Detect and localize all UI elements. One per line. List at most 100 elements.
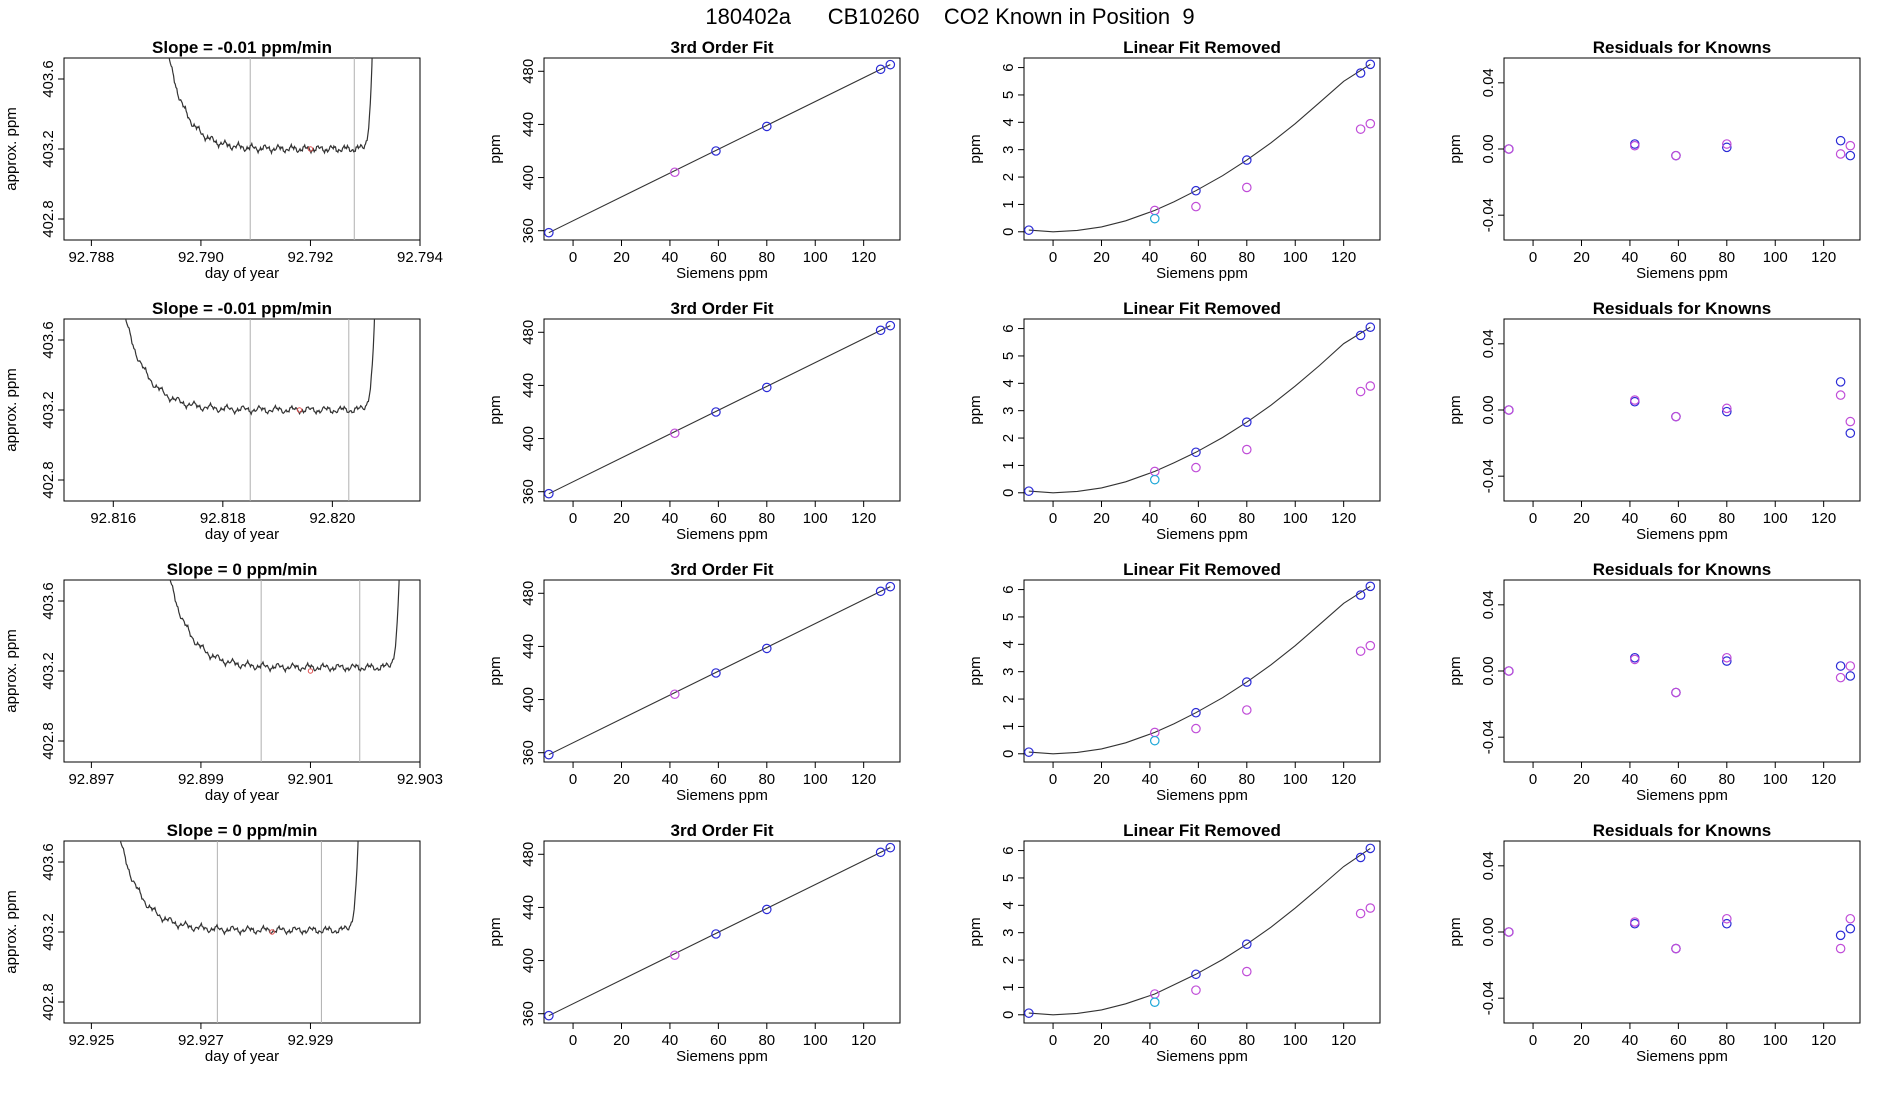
data-point-blue — [711, 146, 721, 156]
y-axis-label: ppm — [487, 656, 504, 685]
x-tick-label: 60 — [1190, 249, 1207, 266]
x-axis-label: day of year — [205, 787, 279, 804]
data-point-blue — [1191, 185, 1201, 196]
y-axis: -0.04 0.00 0.04 — [1480, 590, 1504, 754]
x-tick-label: 0 — [569, 510, 577, 527]
fit-curve — [1028, 326, 1371, 494]
panel-title: Slope = 0 ppm/min — [167, 821, 318, 840]
x-axis: 0 20 40 60 80 100 120 — [569, 501, 876, 527]
data-point-violet — [1845, 140, 1856, 151]
y-axis: 360 400 440 480 — [520, 59, 544, 243]
y-tick-label: 480 — [520, 581, 537, 606]
x-axis-label: Siemens ppm — [1636, 265, 1728, 282]
x-axis: 0 20 40 60 80 100 120 — [1529, 501, 1836, 527]
y-tick-label: 1 — [1000, 200, 1017, 208]
y-axis: 360 400 440 480 — [520, 842, 544, 1026]
x-tick-label: 92.927 — [178, 1032, 224, 1049]
data-point-blue — [1355, 852, 1366, 863]
x-tick-label: 92.820 — [309, 510, 355, 527]
data-point-violet — [1242, 444, 1252, 455]
y-tick-label: 2 — [1000, 956, 1017, 964]
x-axis: 0 20 40 60 80 100 120 — [1529, 1023, 1836, 1049]
plot-area — [169, 580, 400, 762]
x-axis-label: Siemens ppm — [1636, 787, 1728, 804]
y-tick-label: -0.04 — [1480, 720, 1497, 754]
data-point-violet — [1845, 416, 1856, 427]
plot-frame — [1023, 318, 1381, 502]
y-axis-label: ppm — [1447, 656, 1464, 685]
y-tick-label: 403.2 — [40, 913, 57, 951]
data-point-blue — [544, 227, 554, 238]
selected-point-marker — [296, 407, 303, 413]
x-tick-label: 120 — [1331, 1032, 1356, 1049]
x-tick-label: 0 — [1529, 249, 1537, 266]
panel-title: Linear Fit Removed — [1123, 560, 1281, 579]
data-point-violet — [1242, 182, 1252, 193]
x-tick-label: 80 — [1238, 771, 1255, 788]
x-axis-label: Siemens ppm — [676, 526, 768, 543]
plot-area — [544, 320, 896, 499]
y-tick-label: 480 — [520, 59, 537, 84]
data-point-violet — [1835, 672, 1846, 683]
y-axis-label: ppm — [1447, 134, 1464, 163]
panel-r3-c4: Residuals for Knowns 0 20 40 60 80 100 120 Sieme… — [1447, 560, 1861, 804]
x-tick-label: 20 — [613, 771, 630, 788]
x-axis: 0 20 40 60 80 100 120 — [1049, 501, 1356, 527]
x-tick-label: 60 — [710, 249, 727, 266]
data-point-blue — [762, 904, 772, 915]
y-tick-label: 400 — [520, 165, 537, 190]
x-tick-label: 40 — [1142, 1032, 1159, 1049]
y-tick-label: 5 — [1000, 613, 1017, 621]
data-point-blue — [1835, 661, 1846, 671]
x-tick-label: 120 — [1811, 249, 1836, 266]
data-point-violet — [1365, 381, 1376, 391]
x-axis: 0 20 40 60 80 100 120 — [569, 762, 876, 788]
panel-title: 3rd Order Fit — [671, 821, 774, 840]
x-tick-label: 40 — [1142, 510, 1159, 527]
data-point-blue — [1024, 747, 1034, 757]
x-tick-label: 0 — [569, 1032, 577, 1049]
panel-title: Linear Fit Removed — [1123, 299, 1281, 318]
x-tick-label: 92.899 — [178, 771, 224, 788]
y-tick-label: 0.04 — [1480, 851, 1497, 880]
data-point-violet — [1835, 390, 1846, 400]
y-tick-label: 402.8 — [40, 983, 57, 1021]
data-point-blue — [875, 325, 886, 336]
y-tick-label: 440 — [520, 895, 537, 920]
selected-point-marker — [307, 668, 314, 674]
y-tick-label: 360 — [520, 1001, 537, 1026]
data-point-blue — [1722, 406, 1732, 417]
y-tick-label: 0.04 — [1480, 68, 1497, 97]
y-axis: 0 1 2 3 4 5 6 — [1000, 324, 1024, 497]
concentration-trace — [125, 319, 376, 416]
x-tick-label: 80 — [1718, 510, 1735, 527]
plot-area — [1024, 843, 1376, 1018]
panel-title: 3rd Order Fit — [671, 299, 774, 318]
plot-area — [1024, 59, 1376, 235]
x-tick-label: 92.788 — [68, 249, 114, 266]
data-point-violet — [1365, 903, 1376, 913]
y-tick-label: 3 — [1000, 407, 1017, 415]
x-tick-label: 20 — [613, 510, 630, 527]
data-point-blue — [1191, 707, 1201, 718]
data-point-violet — [1629, 917, 1640, 927]
data-point-violet — [1355, 386, 1366, 397]
x-tick-label: 60 — [1190, 510, 1207, 527]
x-tick-label: 40 — [662, 510, 679, 527]
panel-r1-c2: 3rd Order Fit 0 20 40 60 80 100 120 Siemens ppm 3… — [487, 38, 901, 282]
x-tick-label: 60 — [1670, 249, 1687, 266]
y-tick-label: 403.6 — [40, 321, 57, 359]
plot-area — [1504, 652, 1856, 698]
data-point-violet — [1365, 640, 1376, 651]
plot-area — [1024, 322, 1376, 496]
concentration-trace — [169, 580, 400, 674]
y-tick-label: 402.8 — [40, 461, 57, 499]
data-point-violet — [1845, 661, 1856, 671]
data-point-violet — [1355, 124, 1366, 134]
y-tick-label: 3 — [1000, 146, 1017, 154]
panel-title: Linear Fit Removed — [1123, 38, 1281, 57]
data-point-blue — [875, 847, 886, 858]
panel-title: 3rd Order Fit — [671, 560, 774, 579]
